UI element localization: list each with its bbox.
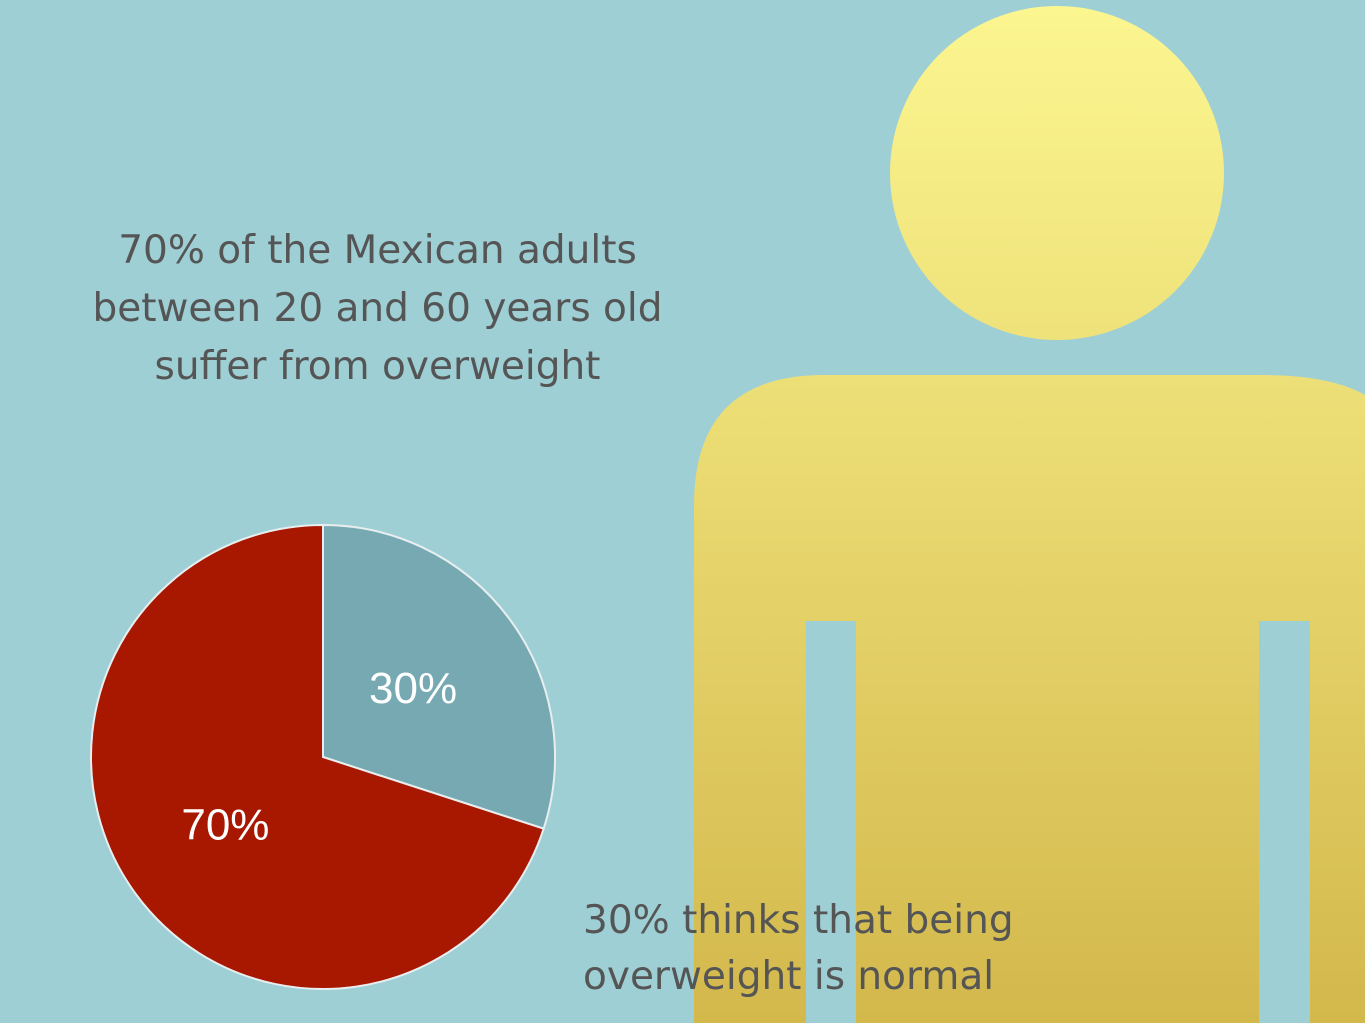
pie-slice-30 bbox=[322, 523, 556, 830]
person-body bbox=[694, 375, 1365, 1023]
person-head bbox=[890, 6, 1224, 340]
caption: 30% thinks that being overweight is norm… bbox=[583, 893, 1014, 1005]
caption-line-1: 30% thinks that being bbox=[583, 898, 1014, 943]
pie-slice-70 bbox=[90, 523, 545, 990]
headline: 70% of the Mexican adults between 20 and… bbox=[60, 222, 695, 396]
headline-line-3: suffer from overweight bbox=[154, 344, 601, 389]
caption-line-2: overweight is normal bbox=[583, 954, 995, 999]
pie-chart: 30% 70% bbox=[90, 523, 556, 990]
headline-line-2: between 20 and 60 years old bbox=[92, 286, 663, 331]
pie-label-30: 30% bbox=[369, 664, 457, 713]
headline-line-1: 70% of the Mexican adults bbox=[118, 228, 637, 273]
pie-label-70: 70% bbox=[181, 801, 269, 850]
person-icon bbox=[694, 6, 1365, 1023]
